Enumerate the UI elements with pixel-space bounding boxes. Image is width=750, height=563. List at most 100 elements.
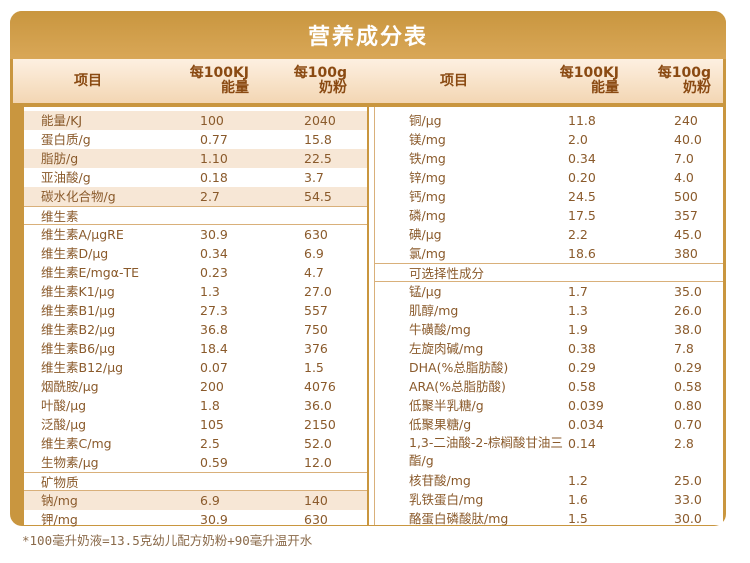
nutrient-name: 钠/mg [41,493,78,508]
table-row: 维生素B6/μg 18.4 376 [24,339,367,358]
header-per-kj-right: 每100KJ 能量 [559,65,619,96]
value-per-100g: 30.0 [674,511,702,526]
value-per-100kj: 1.7 [568,284,588,299]
table-row: 磷/mg 17.5 357 [375,206,723,225]
nutrient-name: 维生素B2/μg [41,322,116,337]
nutrient-name: 维生素E/mgα-TE [41,265,140,280]
value-per-100kj: 0.14 [568,436,596,451]
section-label: 可选择性成分 [409,266,485,281]
value-per-100g: 4.7 [304,265,324,280]
value-per-100g: 0.29 [674,360,702,375]
table-row: 维生素B12/μg 0.07 1.5 [24,358,367,377]
nutrient-name: 1,3-二油酸-2-棕榈酸甘油三酯/g [409,435,563,468]
value-per-100g: 630 [304,227,328,242]
nutrient-name: 维生素C/mg [41,436,112,451]
table-row: 铁/mg 0.34 7.0 [375,149,723,168]
nutrient-name: 生物素/μg [41,455,99,470]
nutrient-name: 维生素A/μgRE [41,227,124,242]
nutrient-name: 维生素B1/μg [41,303,116,318]
table-row: 维生素C/mg 2.5 52.0 [24,434,367,453]
value-per-100g: 52.0 [304,436,332,451]
nutrient-name: 肌醇/mg [409,303,459,318]
value-per-100kj: 6.9 [200,493,220,508]
table-row: 维生素B2/μg 36.8 750 [24,320,367,339]
table-row: 烟酰胺/μg 200 4076 [24,377,367,396]
table-row: 1,3-二油酸-2-棕榈酸甘油三酯/g 0.14 2.8 [375,434,723,471]
value-per-100kj: 0.18 [200,170,228,185]
nutrient-name: 维生素K1/μg [41,284,115,299]
nutrient-name: 核苷酸/mg [409,473,471,488]
value-per-100g: 6.9 [304,246,324,261]
header-per-g-right: 每100g 奶粉 [657,65,711,96]
value-per-100g: 0.70 [674,417,702,432]
table-row: 镁/mg 2.0 40.0 [375,130,723,149]
nutrient-name: 脂肪/g [41,151,79,166]
value-per-100g: 0.58 [674,379,702,394]
table-row: 左旋肉碱/mg 0.38 7.8 [375,339,723,358]
header-per-g-left: 每100g 奶粉 [293,65,347,96]
nutrient-name: 钙/mg [409,189,446,204]
section-row: 维生素 [24,206,367,225]
value-per-100kj: 27.3 [200,303,228,318]
table-row: 酪蛋白磷酸肽/mg 1.5 30.0 [375,509,723,528]
nutrient-name: 低聚果糖/g [409,417,472,432]
value-per-100g: 35.0 [674,284,702,299]
table-row: 叶酸/μg 1.8 36.0 [24,396,367,415]
value-per-100kj: 30.9 [200,512,228,527]
nutrient-name: ARA(%总脂肪酸) [409,379,506,394]
value-per-100g: 376 [304,341,328,356]
value-per-100kj: 36.8 [200,322,228,337]
value-per-100g: 2150 [304,417,336,432]
nutrient-name: 酪蛋白磷酸肽/mg [409,511,509,526]
value-per-100g: 750 [304,322,328,337]
value-per-100kj: 2.5 [200,436,220,451]
header-item-left: 项目 [74,72,102,89]
table-row: 碘/μg 2.2 45.0 [375,225,723,244]
value-per-100g: 4.0 [674,170,694,185]
left-table-panel: 能量/KJ 100 2040 蛋白质/g 0.77 15.8 脂肪/g 1.10 22.5 亚油酸… [24,107,367,527]
value-per-100kj: 2.0 [568,132,588,147]
value-per-100kj: 1.5 [568,511,588,526]
nutrient-name: 烟酰胺/μg [41,379,99,394]
value-per-100kj: 0.58 [568,379,596,394]
value-per-100kj: 2.2 [568,227,588,242]
value-per-100g: 557 [304,303,328,318]
value-per-100g: 38.0 [674,322,702,337]
value-per-100g: 12.0 [304,455,332,470]
table-row: 铜/μg 11.8 240 [375,111,723,130]
table-row: 锰/μg 1.7 35.0 [375,282,723,301]
value-per-100g: 45.0 [674,227,702,242]
value-per-100kj: 0.039 [568,398,604,413]
value-per-100kj: 1.9 [568,322,588,337]
value-per-100g: 7.0 [674,151,694,166]
table-row: 脂肪/g 1.10 22.5 [24,149,367,168]
value-per-100g: 33.0 [674,492,702,507]
table-row: 维生素K1/μg 1.3 27.0 [24,282,367,301]
nutrient-name: 牛磺酸/mg [409,322,471,337]
table-row: 肌醇/mg 1.3 26.0 [375,301,723,320]
nutrient-name: 维生素B6/μg [41,341,116,356]
value-per-100g: 240 [674,113,698,128]
nutrient-name: 维生素B12/μg [41,360,124,375]
nutrient-name: 氯/mg [409,246,446,261]
table-row: 维生素A/μgRE 30.9 630 [24,225,367,244]
value-per-100g: 140 [304,493,328,508]
table-row: 乳铁蛋白/mg 1.6 33.0 [375,490,723,509]
nutrient-name: 磷/mg [409,208,446,223]
value-per-100kj: 0.034 [568,417,604,432]
value-per-100g: 40.0 [674,132,702,147]
value-per-100g: 22.5 [304,151,332,166]
table-row: 钠/mg 6.9 140 [24,491,367,510]
table-row: 低聚半乳糖/g 0.039 0.80 [375,396,723,415]
nutrient-name: 碳水化合物/g [41,189,116,204]
value-per-100g: 54.5 [304,189,332,204]
right-table-panel: 铜/μg 11.8 240 镁/mg 2.0 40.0 铁/mg 0.34 7.0 锌/mg 0.2… [369,107,723,528]
value-per-100kj: 17.5 [568,208,596,223]
nutrient-name: 碘/μg [409,227,442,242]
value-per-100kj: 18.6 [568,246,596,261]
section-row: 矿物质 [24,472,367,491]
value-per-100kj: 30.9 [200,227,228,242]
table-row: 蛋白质/g 0.77 15.8 [24,130,367,149]
table-row: 核苷酸/mg 1.2 25.0 [375,471,723,490]
value-per-100g: 2040 [304,113,336,128]
